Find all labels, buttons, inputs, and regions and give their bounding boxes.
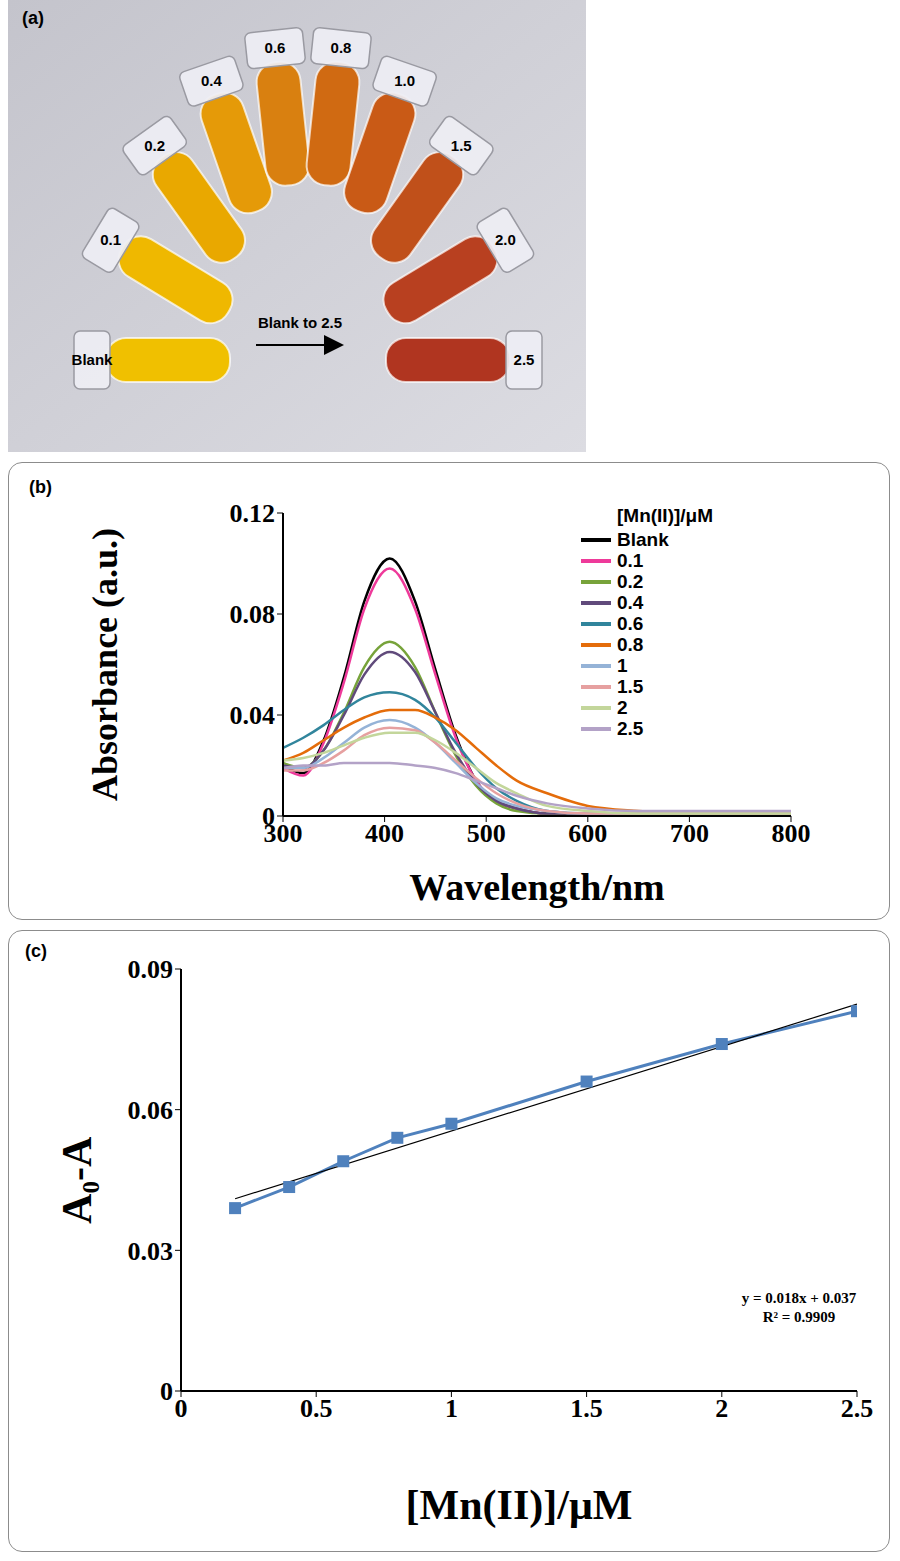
- svg-text:400: 400: [365, 819, 404, 848]
- html-text:2.5: 2.5: [617, 718, 644, 739]
- svg-text:0.04: 0.04: [230, 701, 276, 730]
- html-text:(b): (b): [29, 477, 52, 497]
- svg-text:2.5: 2.5: [514, 351, 535, 368]
- html-text:0.4: 0.4: [617, 592, 644, 613]
- html-text:1: 1: [617, 655, 628, 676]
- svg-text:1.5: 1.5: [570, 1394, 603, 1423]
- svg-text:Blank: Blank: [72, 351, 114, 368]
- html-text:[Mn(II)]/μM: [Mn(II)]/μM: [617, 505, 713, 526]
- html-text:(c): (c): [25, 941, 47, 961]
- svg-text:0.09: 0.09: [128, 955, 174, 984]
- svg-text:1.0: 1.0: [394, 72, 415, 89]
- svg-text:0.5: 0.5: [300, 1394, 333, 1423]
- svg-text:(a): (a): [22, 8, 44, 28]
- svg-text:1.5: 1.5: [451, 137, 472, 154]
- svg-text:0: 0: [175, 1394, 188, 1423]
- html-text:0.6: 0.6: [617, 613, 644, 634]
- svg-text:0: 0: [262, 802, 275, 831]
- svg-text:1: 1: [445, 1394, 458, 1423]
- html-text:Blank: Blank: [617, 529, 669, 550]
- svg-text:0.08: 0.08: [230, 600, 276, 629]
- svg-text:0.03: 0.03: [128, 1237, 174, 1266]
- svg-text:800: 800: [772, 819, 811, 848]
- html-text:2: 2: [617, 697, 628, 718]
- svg-text:0.06: 0.06: [128, 1096, 174, 1125]
- html-text:R² = 0.9909: R² = 0.9909: [762, 1309, 836, 1325]
- svg-text:600: 600: [568, 819, 607, 848]
- svg-text:300: 300: [263, 819, 303, 849]
- html-text:0.1: 0.1: [617, 550, 644, 571]
- svg-text:2.0: 2.0: [495, 231, 516, 248]
- html-text:Absorbance (a.u.): Absorbance (a.u.): [84, 528, 125, 801]
- svg-text:0.1: 0.1: [100, 231, 121, 248]
- svg-text:500: 500: [467, 819, 506, 848]
- html-text:y = 0.018x + 0.037: y = 0.018x + 0.037: [741, 1290, 857, 1306]
- svg-text:700: 700: [670, 819, 709, 848]
- svg-text:0: 0: [160, 1377, 173, 1406]
- svg-text:Blank to 2.5: Blank to 2.5: [258, 314, 342, 331]
- html-text:0.8: 0.8: [617, 634, 644, 655]
- svg-text:2: 2: [715, 1394, 728, 1423]
- svg-text:0.4: 0.4: [201, 72, 223, 89]
- html-text:0.2: 0.2: [617, 571, 644, 592]
- svg-text:0.8: 0.8: [331, 39, 352, 56]
- svg-text:0.6: 0.6: [265, 39, 286, 56]
- html-text:1.5: 1.5: [617, 676, 644, 697]
- svg-text:0.2: 0.2: [144, 137, 165, 154]
- html-text:A₀-A: A₀-A: [53, 1136, 100, 1224]
- html-text:Wavelength/nm: Wavelength/nm: [409, 866, 665, 909]
- html-text:[Mn(II)]/μM: [Mn(II)]/μM: [405, 1481, 633, 1528]
- svg-text:2.5: 2.5: [841, 1394, 874, 1423]
- svg-text:0.12: 0.12: [230, 499, 276, 528]
